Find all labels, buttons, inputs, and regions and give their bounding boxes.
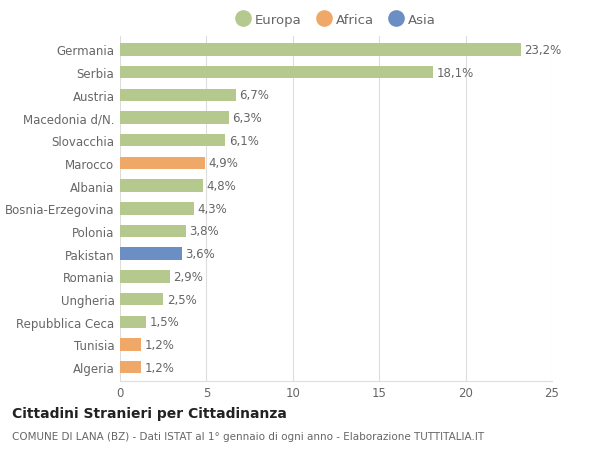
Text: 1,2%: 1,2% (144, 361, 174, 374)
Bar (120, 338, 141, 351)
Bar (120, 361, 141, 374)
Text: 4,3%: 4,3% (198, 202, 227, 215)
Text: 4,8%: 4,8% (206, 180, 236, 193)
Bar (120, 316, 146, 328)
Text: 6,7%: 6,7% (239, 89, 269, 102)
Bar (120, 44, 521, 56)
Text: 3,8%: 3,8% (189, 225, 219, 238)
Legend: Europa, Africa, Asia: Europa, Africa, Asia (236, 13, 436, 27)
Text: 1,5%: 1,5% (149, 316, 179, 329)
Bar (120, 157, 205, 170)
Text: COMUNE DI LANA (BZ) - Dati ISTAT al 1° gennaio di ogni anno - Elaborazione TUTTI: COMUNE DI LANA (BZ) - Dati ISTAT al 1° g… (12, 431, 484, 442)
Text: 2,5%: 2,5% (167, 293, 196, 306)
Text: 6,3%: 6,3% (232, 112, 262, 125)
Text: 1,2%: 1,2% (144, 338, 174, 351)
Bar (120, 90, 236, 102)
Bar (120, 293, 163, 306)
Text: 4,9%: 4,9% (208, 157, 238, 170)
Bar (120, 134, 226, 147)
Bar (120, 180, 203, 192)
Bar (120, 202, 194, 215)
Bar (120, 248, 182, 260)
Text: 6,1%: 6,1% (229, 134, 259, 147)
Text: Cittadini Stranieri per Cittadinanza: Cittadini Stranieri per Cittadinanza (12, 406, 287, 420)
Bar (120, 112, 229, 124)
Bar (120, 67, 433, 79)
Text: 3,6%: 3,6% (185, 248, 215, 261)
Text: 2,9%: 2,9% (173, 270, 203, 283)
Bar (120, 270, 170, 283)
Text: 23,2%: 23,2% (524, 44, 562, 57)
Text: 18,1%: 18,1% (436, 67, 473, 79)
Bar (120, 225, 185, 238)
